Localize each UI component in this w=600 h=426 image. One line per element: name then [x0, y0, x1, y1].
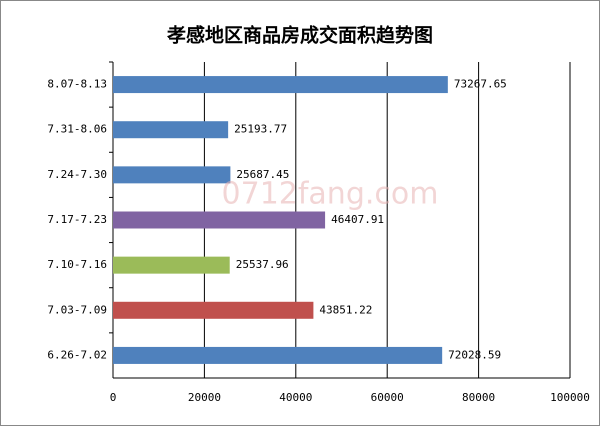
x-tick-label: 20000: [188, 391, 221, 404]
bar: [113, 346, 443, 364]
x-tick-label: 0: [110, 391, 117, 404]
x-tick-label: 80000: [462, 391, 495, 404]
bar: [113, 301, 314, 319]
value-label: 25687.45: [236, 168, 289, 181]
value-label: 73267.65: [454, 78, 507, 91]
y-tick-label: 7.17-7.23: [47, 213, 107, 226]
y-tick-label: 7.10-7.16: [47, 258, 107, 271]
y-tick-label: 7.03-7.09: [47, 303, 107, 316]
value-label: 25193.77: [234, 123, 287, 136]
value-label: 72028.59: [448, 348, 501, 361]
bar: [113, 166, 231, 184]
bar: [113, 211, 326, 229]
value-label: 46407.91: [331, 213, 384, 226]
y-tick-label: 7.31-8.06: [47, 123, 107, 136]
x-tick-label: 100000: [550, 391, 590, 404]
bar: [113, 121, 229, 139]
y-tick-label: 8.07-8.13: [47, 78, 107, 91]
chart-title: 孝感地区商品房成交面积趋势图: [167, 24, 433, 47]
value-label: 25537.96: [236, 258, 289, 271]
y-tick-label: 7.24-7.30: [47, 168, 107, 181]
x-tick-label: 60000: [371, 391, 404, 404]
x-tick-label: 40000: [279, 391, 312, 404]
value-label: 43851.22: [319, 303, 372, 316]
watermark: 0712fang.com: [222, 177, 439, 212]
y-tick-label: 6.26-7.02: [47, 348, 107, 361]
bar: [113, 256, 230, 274]
bar: [113, 76, 448, 94]
